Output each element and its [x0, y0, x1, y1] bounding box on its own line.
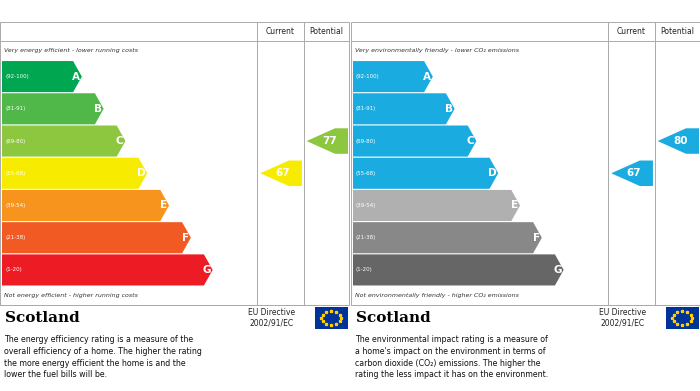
Polygon shape: [353, 61, 433, 92]
Text: (92-100): (92-100): [5, 74, 29, 79]
Text: EU Directive
2002/91/EC: EU Directive 2002/91/EC: [248, 308, 295, 328]
Text: (39-54): (39-54): [5, 203, 25, 208]
Text: 67: 67: [276, 168, 290, 178]
Text: (55-68): (55-68): [356, 171, 377, 176]
Text: Energy Efficiency Rating: Energy Efficiency Rating: [5, 6, 158, 16]
Text: Not environmentally friendly - higher CO₂ emissions: Not environmentally friendly - higher CO…: [355, 293, 519, 298]
Text: C: C: [467, 136, 475, 146]
Text: (69-80): (69-80): [5, 138, 25, 143]
Text: The energy efficiency rating is a measure of the
overall efficiency of a home. T: The energy efficiency rating is a measur…: [4, 335, 202, 379]
Text: F: F: [182, 233, 189, 243]
Text: C: C: [116, 136, 123, 146]
Text: (55-68): (55-68): [5, 171, 25, 176]
Bar: [315, 307, 348, 329]
Polygon shape: [353, 190, 520, 221]
Polygon shape: [2, 93, 104, 124]
Polygon shape: [353, 158, 498, 189]
Polygon shape: [2, 126, 125, 156]
Text: Potential: Potential: [309, 27, 343, 36]
Text: 80: 80: [673, 136, 687, 146]
Text: (21-38): (21-38): [5, 235, 25, 240]
Polygon shape: [353, 126, 477, 156]
Polygon shape: [353, 93, 454, 124]
Text: G: G: [202, 265, 211, 275]
Polygon shape: [353, 222, 542, 253]
Polygon shape: [307, 128, 348, 154]
Text: B: B: [444, 104, 453, 114]
Text: D: D: [136, 168, 145, 178]
Polygon shape: [2, 255, 213, 285]
Text: 67: 67: [626, 168, 641, 178]
Polygon shape: [2, 222, 191, 253]
Polygon shape: [353, 255, 564, 285]
Text: Scotland: Scotland: [5, 311, 80, 325]
Text: Scotland: Scotland: [356, 311, 430, 325]
Text: 77: 77: [322, 136, 337, 146]
Text: (1-20): (1-20): [5, 267, 22, 273]
Text: Very environmentally friendly - lower CO₂ emissions: Very environmentally friendly - lower CO…: [355, 48, 519, 53]
Text: B: B: [94, 104, 102, 114]
Text: Not energy efficient - higher running costs: Not energy efficient - higher running co…: [4, 293, 138, 298]
Polygon shape: [260, 161, 302, 186]
Text: (81-91): (81-91): [356, 106, 377, 111]
Bar: [666, 307, 699, 329]
Polygon shape: [2, 190, 169, 221]
Text: Environmental Impact (CO₂) Rating: Environmental Impact (CO₂) Rating: [356, 6, 575, 16]
Text: Current: Current: [617, 27, 645, 36]
Text: Potential: Potential: [660, 27, 694, 36]
Text: (81-91): (81-91): [5, 106, 25, 111]
Text: G: G: [553, 265, 561, 275]
Polygon shape: [611, 161, 653, 186]
Text: (1-20): (1-20): [356, 267, 372, 273]
Text: Very energy efficient - lower running costs: Very energy efficient - lower running co…: [4, 48, 138, 53]
Text: EU Directive
2002/91/EC: EU Directive 2002/91/EC: [598, 308, 646, 328]
Polygon shape: [2, 61, 82, 92]
Text: (39-54): (39-54): [356, 203, 377, 208]
Text: (21-38): (21-38): [356, 235, 377, 240]
Text: D: D: [488, 168, 496, 178]
Polygon shape: [657, 128, 699, 154]
Text: (92-100): (92-100): [356, 74, 379, 79]
Text: Current: Current: [265, 27, 295, 36]
Text: A: A: [72, 72, 80, 82]
Text: E: E: [160, 201, 167, 210]
Text: The environmental impact rating is a measure of
a home's impact on the environme: The environmental impact rating is a mea…: [355, 335, 548, 379]
Text: F: F: [533, 233, 540, 243]
Text: (69-80): (69-80): [356, 138, 377, 143]
Polygon shape: [2, 158, 147, 189]
Text: A: A: [423, 72, 430, 82]
Text: E: E: [511, 201, 518, 210]
